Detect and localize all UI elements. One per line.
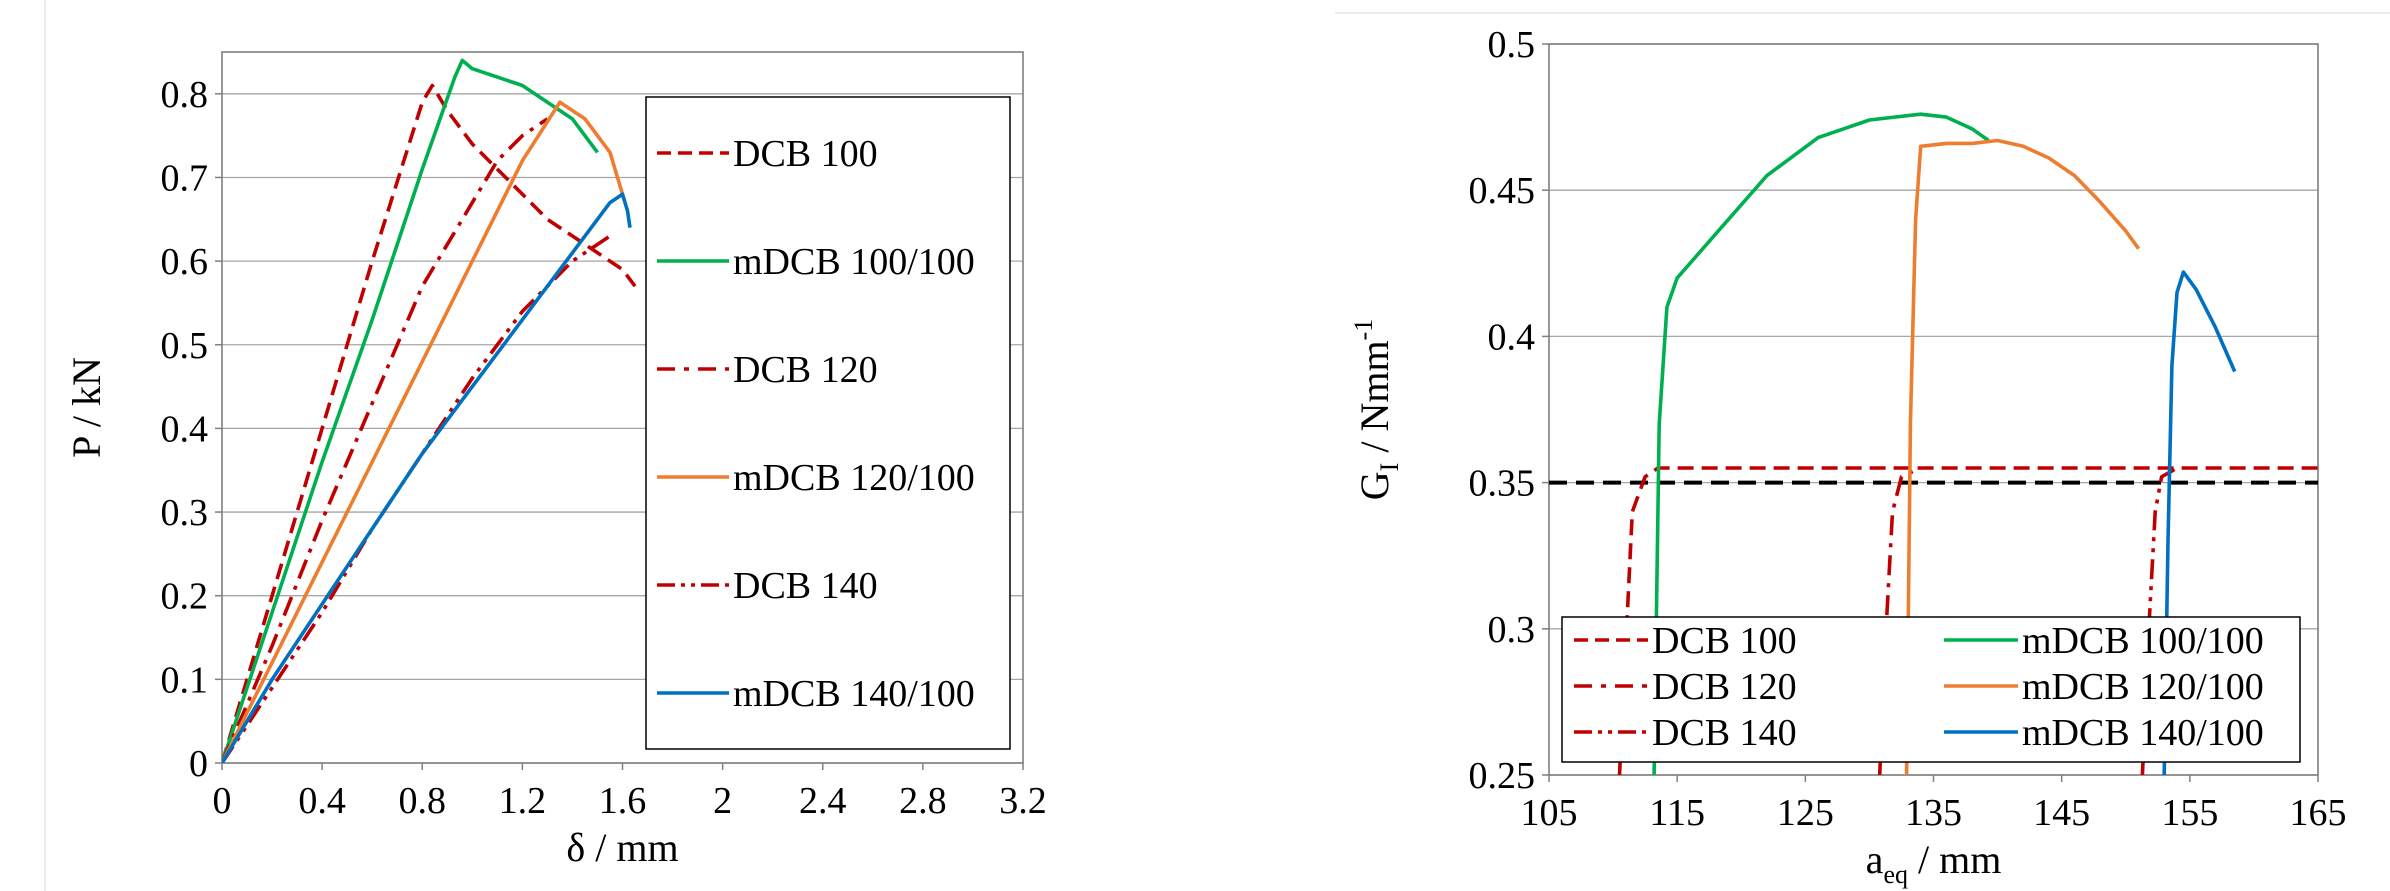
legend-label: mDCB 120/100 xyxy=(733,457,975,499)
legend-label: DCB 140 xyxy=(1652,712,1797,754)
y-tick-label: 0.4 xyxy=(1488,316,1536,358)
legend-label: DCB 100 xyxy=(1652,620,1797,662)
legend-label: mDCB 120/100 xyxy=(2022,666,2264,708)
series-line-4 xyxy=(2140,466,2178,775)
x-tick-label: 115 xyxy=(1649,792,1705,834)
legend: DCB 100 mDCB 100/100 DCB 120 mDCB 120/100 DC… xyxy=(1561,616,2301,763)
x-axis-label: δ / mm xyxy=(566,825,678,870)
y-axis-label: GI / Nmm-1 xyxy=(1349,319,1404,500)
chart-load-displacement: 0 0.1 0.2 0.3 0.4 0.5 0.6 0.7 0.8 0 0.4 0.8 1.2 1.6 2 2… xyxy=(64,51,1047,870)
legend-box xyxy=(1561,616,2301,763)
legend-label: mDCB 100/100 xyxy=(2022,620,2264,662)
series-line-0 xyxy=(1617,466,2318,775)
x-tick-label: 1.2 xyxy=(499,780,547,822)
x-tick-label: 105 xyxy=(1521,792,1578,834)
x-tick-label: 2.4 xyxy=(799,780,847,822)
chart-energy-release-rate: 0.25 0.3 0.35 0.4 0.45 0.5 105 115 125 135 145 155 1… xyxy=(1349,24,2347,889)
series-line-5 xyxy=(2162,270,2237,775)
y-tick-label: 0.35 xyxy=(1469,463,1536,505)
legend-label: mDCB 140/100 xyxy=(733,673,975,715)
y-tick-label: 0.1 xyxy=(161,659,209,701)
legend: DCB 100 mDCB 100/100 DCB 120 mDCB 120/100 DC… xyxy=(645,96,1011,750)
y-tick-label: 0.4 xyxy=(161,408,209,450)
legend-label: DCB 120 xyxy=(733,349,878,391)
y-tick-label: 0.8 xyxy=(161,74,209,116)
x-tick-label: 155 xyxy=(2161,792,2218,834)
legend-label: DCB 120 xyxy=(1652,666,1797,708)
x-tick-label: 0 xyxy=(213,780,232,822)
x-tick-label: 2 xyxy=(713,780,732,822)
legend-label: mDCB 100/100 xyxy=(733,241,975,283)
series-line-3 xyxy=(1904,138,2141,775)
x-tick-label: 165 xyxy=(2290,792,2347,834)
y-tick-label: 0.5 xyxy=(1488,24,1536,66)
x-tick-label: 1.6 xyxy=(599,780,647,822)
series-line-1 xyxy=(222,58,599,763)
x-tick-label: 3.2 xyxy=(999,780,1047,822)
x-tick-label: 0.8 xyxy=(399,780,447,822)
y-tick-label: 0.6 xyxy=(161,241,209,283)
series-line-3 xyxy=(222,100,625,763)
legend-box xyxy=(645,96,1011,750)
x-tick-label: 0.4 xyxy=(298,780,346,822)
series-line-2 xyxy=(222,117,549,763)
x-tick-label: 125 xyxy=(1777,792,1834,834)
y-tick-label: 0.3 xyxy=(1488,609,1536,651)
series-line-1 xyxy=(1652,112,1990,775)
y-tick-label: 0.45 xyxy=(1469,170,1536,212)
series-line-0 xyxy=(222,83,637,763)
y-axis-label: P / kN xyxy=(64,357,109,458)
y-tick-label: 0 xyxy=(189,743,208,785)
x-axis-label: aeq / mm xyxy=(1866,837,2002,889)
y-tick-label: 0.2 xyxy=(161,576,209,618)
x-tick-label: 145 xyxy=(2033,792,2090,834)
legend-label: DCB 140 xyxy=(733,565,878,607)
series-line-4 xyxy=(222,234,611,763)
x-tick-label: 135 xyxy=(1905,792,1962,834)
y-tick-label: 0.3 xyxy=(161,492,209,534)
y-tick-label: 0.25 xyxy=(1469,755,1536,797)
legend-label: mDCB 140/100 xyxy=(2022,712,2264,754)
y-tick-label: 0.7 xyxy=(161,157,209,199)
series-line-5 xyxy=(222,192,632,763)
y-tick-label: 0.5 xyxy=(161,325,209,367)
legend-label: DCB 100 xyxy=(733,133,878,175)
x-tick-label: 2.8 xyxy=(899,780,947,822)
